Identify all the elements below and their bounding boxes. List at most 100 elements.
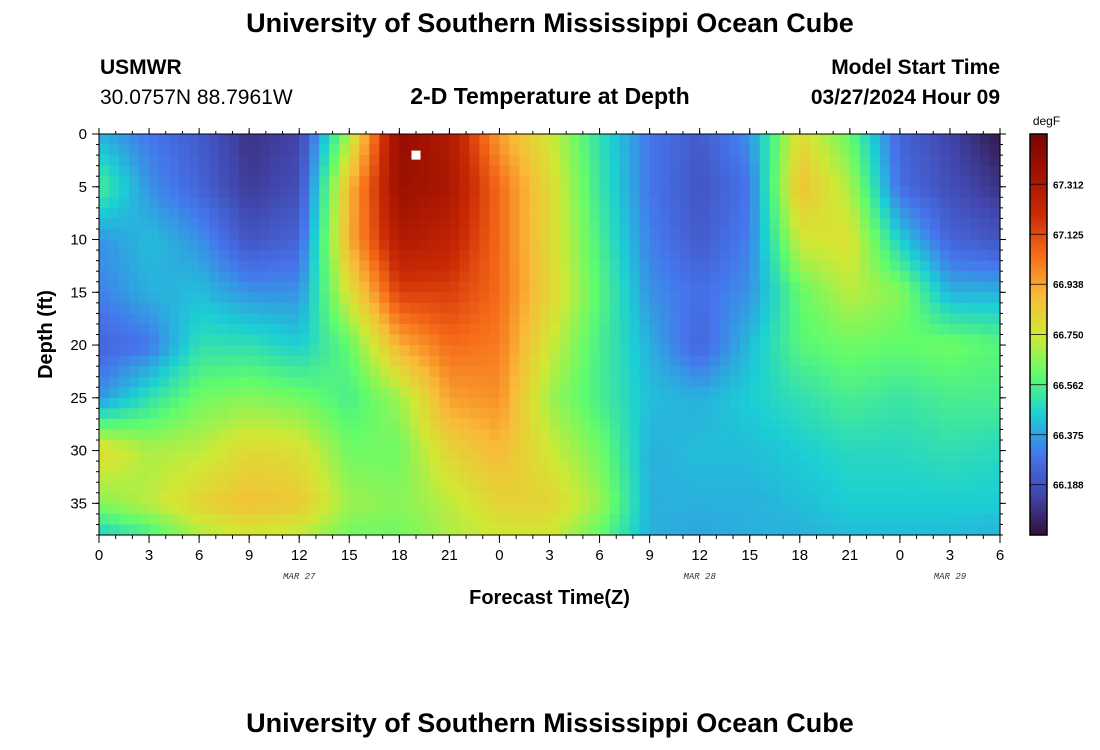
heatmap-cell — [799, 440, 811, 452]
heatmap-cell — [139, 513, 150, 526]
heatmap-cell — [239, 492, 250, 504]
heatmap-cell — [289, 429, 300, 441]
heatmap-cell — [159, 271, 170, 283]
heatmap-cell — [309, 302, 320, 314]
heatmap-cell — [209, 397, 220, 409]
heatmap-cell — [679, 450, 691, 462]
heatmap-cell — [409, 239, 420, 251]
heatmap-cell — [419, 355, 430, 367]
heatmap-cell — [799, 492, 811, 504]
heatmap-cell — [889, 492, 901, 504]
heatmap-cell — [409, 513, 420, 526]
heatmap-cell — [899, 345, 911, 357]
heatmap-cell — [379, 334, 390, 346]
heatmap-cell — [389, 155, 400, 167]
heatmap-cell — [169, 228, 180, 241]
heatmap-cell — [619, 197, 631, 209]
heatmap-cell — [439, 429, 450, 441]
heatmap-cell — [209, 302, 220, 314]
heatmap-cell — [479, 260, 491, 272]
heatmap-cell — [429, 218, 440, 230]
heatmap-cell — [759, 440, 771, 452]
heatmap-cell — [229, 355, 240, 367]
heatmap-cell — [299, 482, 310, 494]
heatmap-cell — [449, 503, 460, 515]
heatmap-cell — [519, 450, 531, 462]
heatmap-cell — [459, 323, 471, 336]
heatmap-cell — [129, 271, 140, 283]
heatmap-cell — [239, 450, 250, 462]
heatmap-cell — [959, 461, 971, 473]
heatmap-cell — [149, 323, 160, 336]
heatmap-cell — [609, 239, 621, 251]
heatmap-cell — [829, 144, 841, 156]
heatmap-cell — [849, 492, 861, 504]
heatmap-cell — [319, 471, 330, 483]
heatmap-cell — [909, 471, 921, 483]
heatmap-cell — [639, 492, 651, 504]
heatmap-cell — [959, 176, 971, 188]
heatmap-cell — [419, 503, 430, 515]
heatmap-cell — [529, 186, 541, 198]
heatmap-cell — [609, 218, 621, 230]
heatmap-cell — [719, 228, 731, 241]
heatmap-cell — [749, 250, 761, 262]
heatmap-cell — [949, 239, 961, 251]
heatmap-cell — [939, 207, 951, 220]
heatmap-cell — [729, 281, 741, 293]
heatmap-cell — [419, 345, 430, 357]
heatmap-cell — [509, 450, 521, 462]
heatmap-cell — [469, 355, 481, 367]
heatmap-cell — [489, 155, 501, 167]
heatmap-cell — [679, 461, 691, 473]
heatmap-cell — [579, 271, 591, 283]
heatmap-cell — [489, 345, 501, 357]
heatmap-cell — [339, 418, 350, 431]
heatmap-cell — [439, 239, 450, 251]
heatmap-cell — [559, 440, 571, 452]
heatmap-cell — [939, 418, 951, 431]
heatmap-cell — [539, 513, 551, 526]
heatmap-cell — [869, 155, 881, 167]
heatmap-cell — [839, 355, 851, 367]
heatmap-cell — [749, 186, 761, 198]
heatmap-cell — [499, 345, 511, 357]
heatmap-cell — [729, 292, 741, 304]
heatmap-cell — [669, 397, 681, 409]
heatmap-cell — [109, 186, 120, 198]
heatmap-cell — [369, 482, 380, 494]
heatmap-cell — [789, 429, 801, 441]
heatmap-cell — [259, 334, 270, 346]
heatmap-cell — [279, 345, 290, 357]
heatmap-cell — [929, 134, 941, 146]
heatmap-cell — [969, 323, 981, 336]
heatmap-cell — [209, 345, 220, 357]
heatmap-cell — [959, 492, 971, 504]
heatmap-cell — [979, 197, 991, 209]
heatmap-cell — [629, 524, 641, 536]
heatmap-cell — [659, 524, 671, 536]
heatmap-cell — [499, 260, 511, 272]
heatmap-cell — [899, 134, 911, 146]
heatmap-cell — [329, 345, 340, 357]
heatmap-cell — [579, 387, 591, 399]
heatmap-cell — [639, 134, 651, 146]
heatmap-cell — [949, 387, 961, 399]
heatmap-cell — [989, 450, 1001, 462]
heatmap-cell — [299, 165, 310, 177]
heatmap-cell — [229, 313, 240, 325]
heatmap-cell — [349, 450, 360, 462]
heatmap-cell — [289, 397, 300, 409]
heatmap-cell — [289, 144, 300, 156]
heatmap-cell — [989, 313, 1001, 325]
heatmap-cell — [399, 144, 410, 156]
heatmap-cell — [429, 271, 440, 283]
heatmap-cell — [609, 366, 621, 378]
heatmap-cell — [169, 271, 180, 283]
heatmap-cell — [739, 207, 751, 220]
heatmap-cell — [249, 186, 260, 198]
heatmap-cell — [179, 176, 190, 188]
heatmap-cell — [339, 271, 350, 283]
heatmap-cell — [599, 492, 611, 504]
heatmap-cell — [359, 450, 370, 462]
